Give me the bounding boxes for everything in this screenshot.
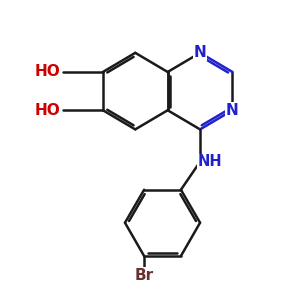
Text: NH: NH <box>198 154 223 169</box>
Text: HO: HO <box>34 103 60 118</box>
Text: N: N <box>226 103 239 118</box>
Text: Br: Br <box>134 268 154 283</box>
Text: N: N <box>194 45 206 60</box>
Text: HO: HO <box>34 64 60 80</box>
